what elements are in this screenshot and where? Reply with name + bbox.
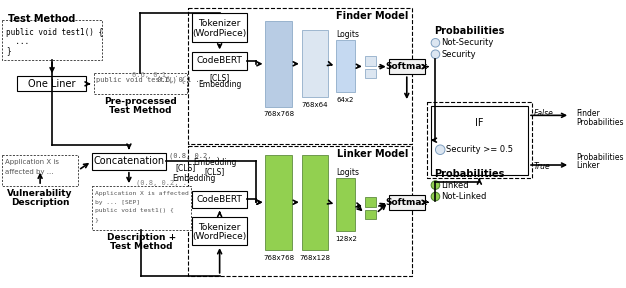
Bar [265, 154, 292, 250]
Text: public void test1() {: public void test1() { [95, 208, 173, 213]
Text: True: True [534, 162, 550, 171]
Text: Probabilities: Probabilities [434, 168, 505, 179]
Text: Test Method: Test Method [110, 242, 173, 251]
Text: 768x768: 768x768 [264, 255, 294, 261]
Bar [302, 30, 329, 97]
Bar [93, 73, 187, 94]
Text: One Liner: One Liner [28, 79, 75, 89]
Text: Test Method: Test Method [8, 14, 75, 24]
Text: 64x2: 64x2 [337, 97, 354, 103]
Text: 768x128: 768x128 [300, 255, 331, 261]
Text: Not-Security: Not-Security [441, 38, 493, 47]
Text: affected by ...: affected by ... [5, 169, 53, 175]
Circle shape [431, 39, 439, 47]
Text: CodeBERT: CodeBERT [197, 195, 242, 204]
Bar [389, 195, 425, 210]
Text: 0.6, 0.1, . .: 0.6, 0.1, . . [132, 72, 187, 78]
Text: Linker Model: Linker Model [337, 149, 409, 159]
Bar [427, 102, 532, 178]
Bar [2, 154, 78, 186]
Text: Application X is affected: Application X is affected [95, 191, 188, 196]
Circle shape [431, 181, 439, 189]
Circle shape [436, 145, 445, 154]
Text: Finder Model: Finder Model [336, 11, 409, 21]
Text: Softmax: Softmax [386, 198, 428, 207]
Text: Tokenizer: Tokenizer [198, 223, 241, 232]
Text: Security >= 0.5: Security >= 0.5 [446, 145, 513, 154]
Text: Probabilities: Probabilities [576, 118, 623, 128]
Text: Concatenation: Concatenation [93, 156, 165, 166]
Text: Vulnerability: Vulnerability [8, 189, 73, 198]
Text: [CLS]: [CLS] [176, 163, 196, 173]
Bar [2, 20, 102, 60]
Text: ...: ... [6, 37, 29, 46]
Text: Embedding: Embedding [198, 80, 241, 89]
Text: Security: Security [441, 50, 476, 59]
Text: (WordPiece): (WordPiece) [193, 29, 247, 38]
Text: Linked: Linked [441, 181, 469, 190]
Bar [192, 13, 247, 42]
Text: 768x768: 768x768 [264, 111, 294, 118]
Text: Application X is: Application X is [5, 159, 59, 165]
Circle shape [431, 50, 439, 58]
Text: [CLS]: [CLS] [205, 167, 225, 176]
Text: (0.8, 0.2, .: (0.8, 0.2, . [169, 152, 220, 159]
Bar [365, 69, 376, 78]
Text: 768x64: 768x64 [302, 102, 329, 108]
Text: by ... [SEP]: by ... [SEP] [95, 200, 140, 205]
Text: Linker: Linker [576, 160, 599, 170]
Text: }: } [6, 47, 11, 56]
Text: Logits: Logits [336, 168, 359, 177]
Text: Finder: Finder [576, 109, 600, 118]
Bar [389, 59, 425, 74]
Text: Softmax: Softmax [386, 62, 428, 71]
Circle shape [431, 192, 439, 201]
Text: Description +: Description + [106, 233, 176, 242]
Text: [CLS]: [CLS] [210, 73, 230, 82]
Bar [365, 210, 376, 219]
Bar [365, 56, 376, 66]
Text: Description: Description [11, 198, 69, 207]
Bar [265, 21, 292, 107]
Bar [17, 76, 86, 92]
Bar [91, 153, 166, 170]
Text: Embedding: Embedding [193, 158, 237, 167]
Text: IF: IF [475, 118, 484, 128]
Bar [192, 52, 247, 69]
Bar [431, 106, 528, 175]
Bar [91, 186, 191, 230]
Text: False: False [534, 109, 553, 118]
Bar [188, 8, 411, 144]
Text: 128x2: 128x2 [335, 236, 357, 242]
Text: Not-Linked: Not-Linked [441, 192, 486, 201]
Bar [192, 191, 247, 208]
Text: Pre-processed: Pre-processed [104, 97, 177, 107]
Bar [365, 198, 376, 207]
Text: Test Method: Test Method [109, 106, 172, 115]
Bar [302, 154, 329, 250]
Text: }: } [95, 217, 98, 222]
Bar [336, 178, 355, 231]
Text: (WordPiece): (WordPiece) [193, 232, 247, 241]
Text: CodeBERT: CodeBERT [197, 56, 242, 65]
Text: Logits: Logits [336, 30, 359, 39]
Text: Probabilities: Probabilities [434, 26, 505, 36]
Bar [188, 146, 411, 276]
Text: (0.8, 0.2, .: (0.8, 0.2, . [136, 180, 187, 186]
Text: Tokenizer: Tokenizer [198, 19, 241, 28]
Text: Probabilities: Probabilities [576, 153, 623, 162]
Text: public void test1() {: public void test1() { [96, 77, 186, 84]
Bar [336, 40, 355, 92]
Text: Embedding: Embedding [172, 174, 215, 183]
Text: public void test1() {: public void test1() { [6, 27, 103, 37]
Bar [192, 217, 247, 245]
Text: 0.6, 0.1 ..: 0.6, 0.1 .. [153, 77, 204, 83]
